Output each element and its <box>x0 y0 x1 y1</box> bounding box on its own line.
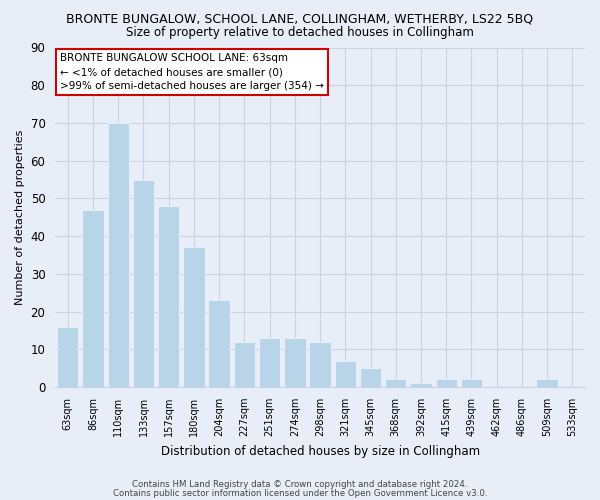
Bar <box>410 383 432 387</box>
Bar <box>107 123 129 387</box>
Text: BRONTE BUNGALOW SCHOOL LANE: 63sqm
← <1% of detached houses are smaller (0)
>99%: BRONTE BUNGALOW SCHOOL LANE: 63sqm ← <1%… <box>60 53 324 91</box>
Bar <box>133 180 154 387</box>
Bar <box>208 300 230 387</box>
Bar <box>536 380 558 387</box>
Bar <box>310 342 331 387</box>
Y-axis label: Number of detached properties: Number of detached properties <box>15 130 25 305</box>
Bar <box>284 338 305 387</box>
Bar <box>385 380 406 387</box>
Bar <box>183 248 205 387</box>
Bar <box>233 342 255 387</box>
Bar <box>436 380 457 387</box>
Bar <box>158 206 179 387</box>
Bar <box>57 326 79 387</box>
X-axis label: Distribution of detached houses by size in Collingham: Distribution of detached houses by size … <box>161 444 479 458</box>
Bar <box>82 210 104 387</box>
Text: Contains HM Land Registry data © Crown copyright and database right 2024.: Contains HM Land Registry data © Crown c… <box>132 480 468 489</box>
Bar <box>360 368 381 387</box>
Bar <box>335 360 356 387</box>
Text: Size of property relative to detached houses in Collingham: Size of property relative to detached ho… <box>126 26 474 39</box>
Text: BRONTE BUNGALOW, SCHOOL LANE, COLLINGHAM, WETHERBY, LS22 5BQ: BRONTE BUNGALOW, SCHOOL LANE, COLLINGHAM… <box>67 12 533 26</box>
Bar <box>461 380 482 387</box>
Bar <box>259 338 280 387</box>
Text: Contains public sector information licensed under the Open Government Licence v3: Contains public sector information licen… <box>113 488 487 498</box>
